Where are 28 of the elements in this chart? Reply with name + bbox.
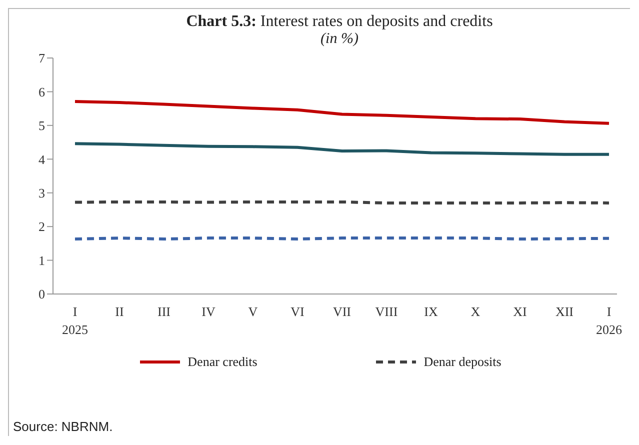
y-tick-label: 3 — [38, 185, 45, 200]
line-series — [74, 100, 610, 125]
x-tick-label: VII — [332, 304, 352, 319]
source-note: Source: NBRNM. — [13, 419, 113, 434]
x-tick-label: VIII — [375, 304, 398, 319]
line-series — [74, 142, 610, 156]
x-tick-label: XII — [555, 304, 574, 319]
chart-title: Chart 5.3: Interest rates on deposits and credits — [185, 12, 494, 31]
x-tick-label: VI — [290, 304, 304, 319]
y-tick-label: 1 — [38, 252, 45, 268]
x-tick-label: XI — [513, 304, 527, 319]
x-tick-label: I 2026 — [596, 304, 622, 337]
legend-label: Denar deposits — [424, 354, 502, 370]
y-tick-label: 6 — [38, 84, 46, 100]
y-tick-label: 5 — [38, 118, 45, 134]
x-tick-label: IV — [202, 304, 216, 319]
legend-label: Denar credits — [188, 354, 258, 370]
x-tick-label: V — [248, 304, 258, 319]
x-tick-label: IX — [424, 304, 438, 319]
x-tick-label: X — [470, 304, 481, 319]
y-tick-label: 4 — [38, 152, 46, 167]
y-tick-label: 2 — [38, 219, 45, 234]
x-tick-label: III — [158, 304, 170, 319]
y-tick-label: 7 — [38, 50, 46, 66]
x-tick-label: II — [115, 304, 124, 319]
y-tick-label: 0 — [38, 286, 45, 302]
x-tick-label: I 2025 — [62, 304, 88, 337]
chart-subtitle: (in %) — [320, 31, 360, 48]
